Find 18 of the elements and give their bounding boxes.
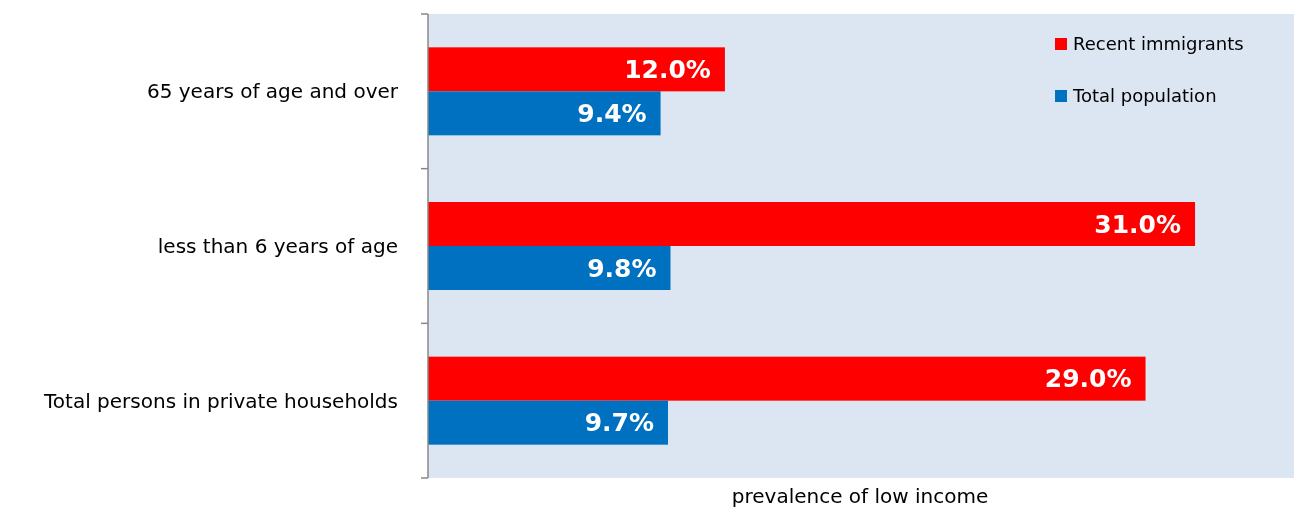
bar: [428, 356, 1146, 401]
bar: [428, 400, 669, 445]
y-tick-label: Total persons in private households: [43, 388, 398, 413]
data-label: 9.8%: [587, 253, 657, 283]
bar: [428, 246, 671, 290]
data-label: 31.0%: [1094, 209, 1182, 239]
legend-label: Total population: [1072, 85, 1217, 107]
data-label: 29.0%: [1044, 364, 1132, 394]
bar: [428, 47, 725, 92]
bar: [428, 202, 1196, 246]
legend-label: Recent immigrants: [1073, 33, 1244, 55]
bar: [428, 91, 661, 136]
data-label: 9.7%: [584, 408, 655, 438]
x-axis-title: prevalence of low income: [731, 484, 989, 508]
data-label: 12.0%: [624, 55, 711, 85]
y-tick-label: 65 years of age and over: [146, 79, 399, 104]
y-tick-label: less than 6 years of age: [157, 234, 398, 258]
data-label: 9.4%: [577, 99, 647, 129]
